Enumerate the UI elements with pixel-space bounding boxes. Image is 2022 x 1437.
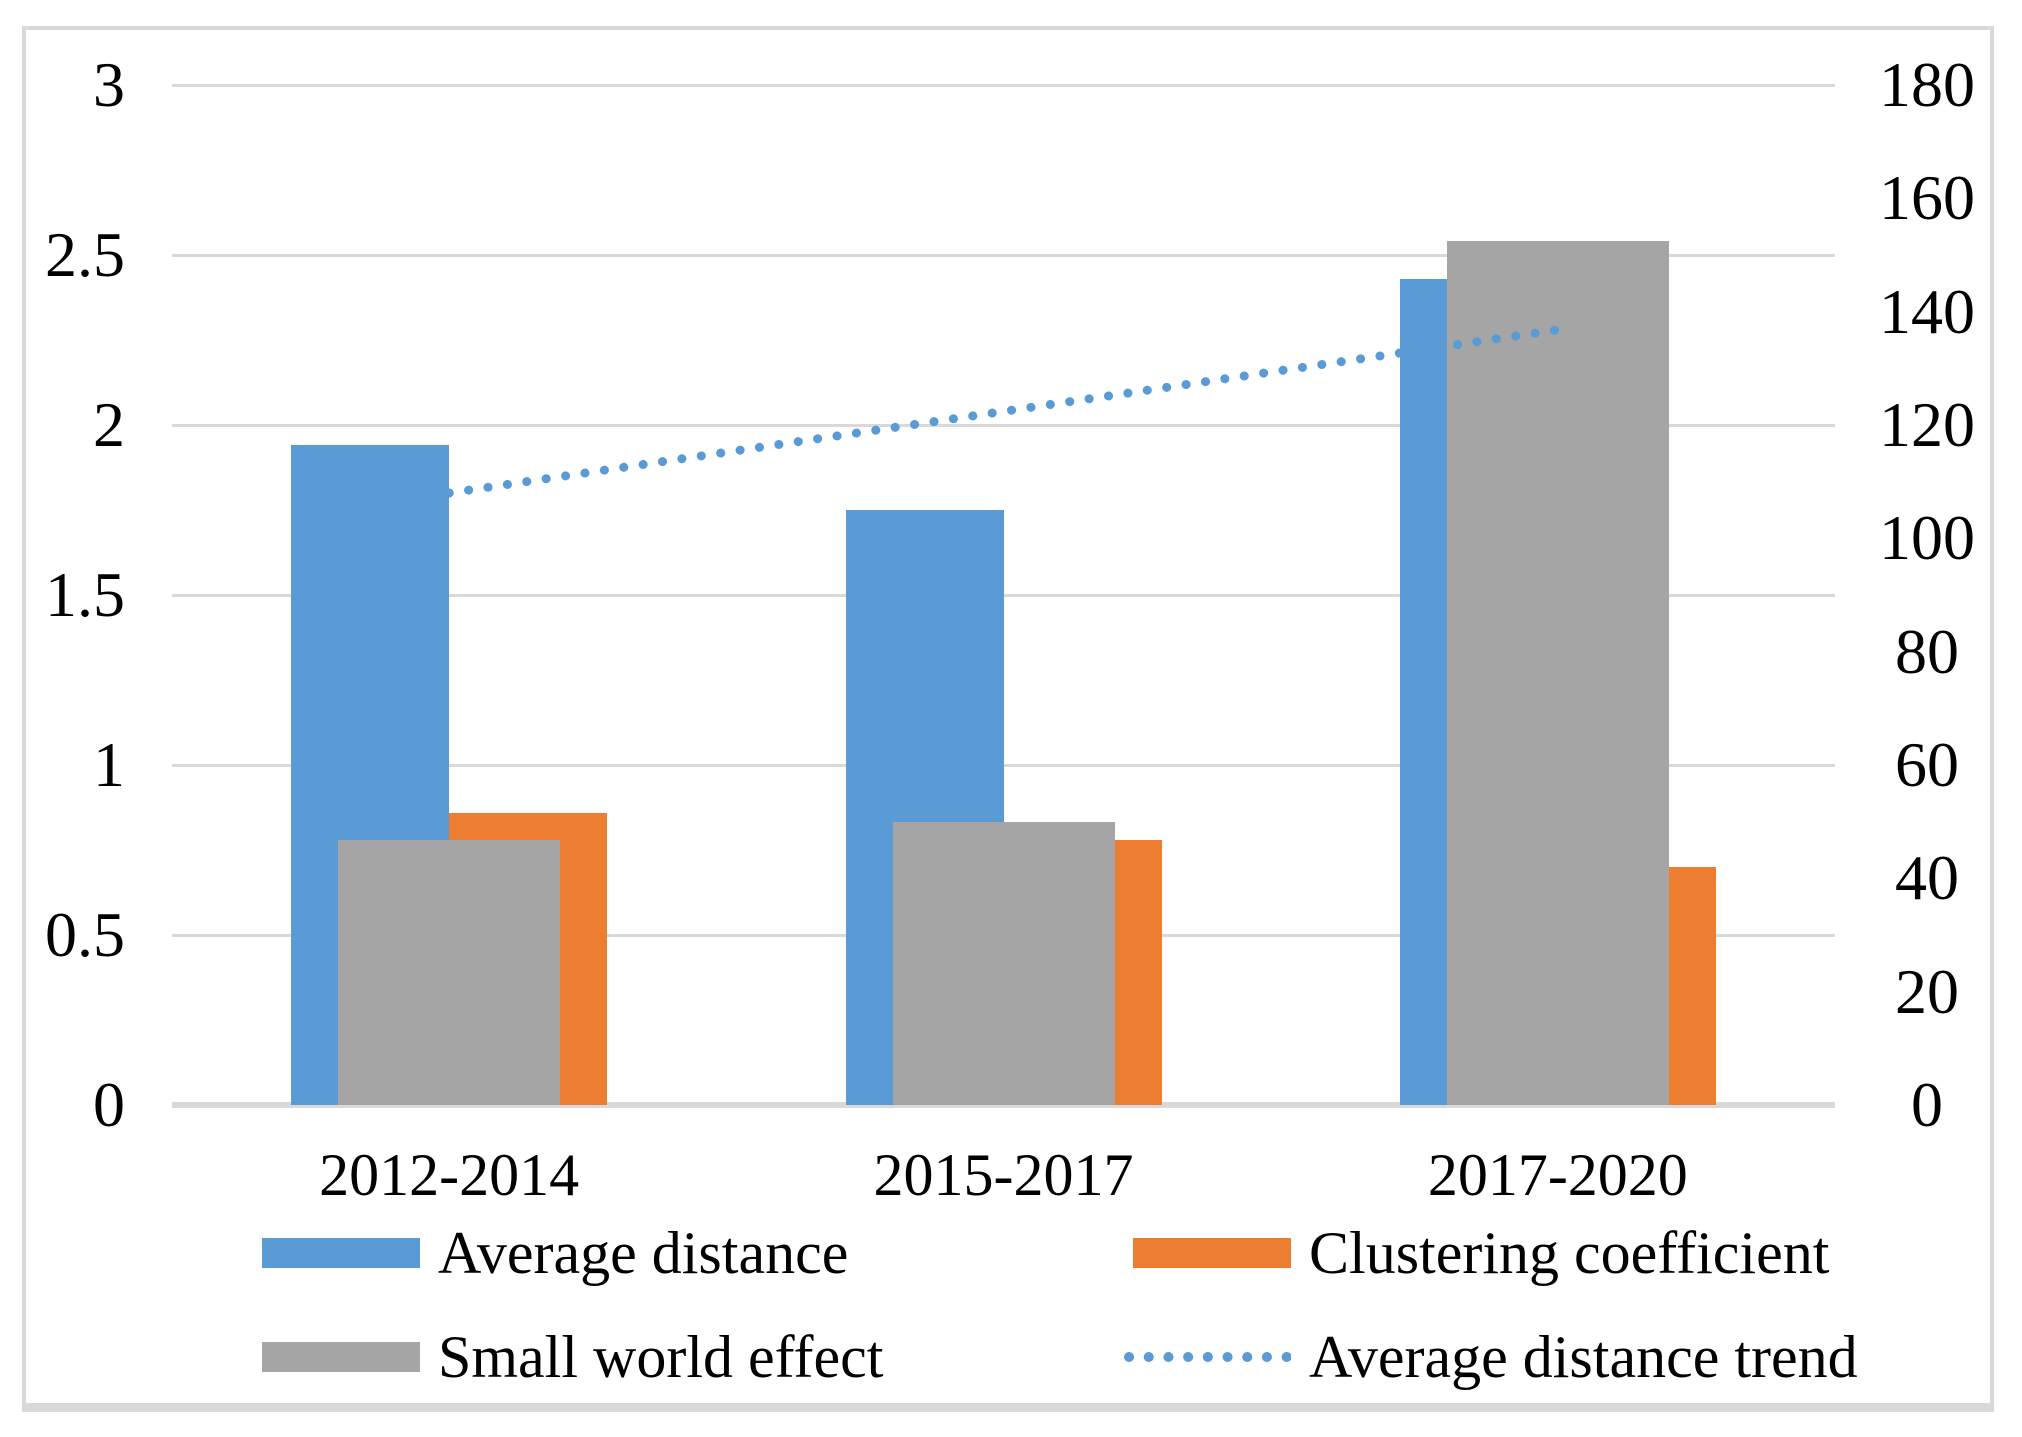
left-axis-tick: 2.5 — [45, 219, 125, 290]
gridline — [172, 84, 1835, 87]
gridline — [172, 594, 1835, 597]
legend-item-small-world-effect: Small world effect — [262, 1325, 883, 1389]
left-axis-tick: 1.5 — [45, 559, 125, 630]
right-axis-tick: 20 — [1895, 955, 1959, 1027]
legend-label-average-distance: Average distance — [438, 1220, 849, 1286]
bar-small-world-effect — [1446, 240, 1669, 1105]
legend-label-clustering-coefficient: Clustering coefficient — [1309, 1220, 1830, 1286]
gridline — [172, 764, 1835, 767]
right-axis-tick: 140 — [1879, 275, 1975, 347]
legend-swatch-clustering-coefficient — [1133, 1238, 1291, 1268]
legend-swatch-average-distance — [262, 1238, 420, 1268]
legend-item-clustering-coefficient: Clustering coefficient — [1133, 1221, 1829, 1285]
gridline — [172, 254, 1835, 257]
left-axis-tick: 2 — [93, 389, 125, 460]
right-axis-tick: 100 — [1879, 502, 1975, 574]
left-axis-tick: 0 — [93, 1069, 125, 1140]
right-axis-tick: 0 — [1911, 1069, 1943, 1140]
legend-label-average-distance-trend: Average distance trend — [1309, 1324, 1858, 1390]
category-label: 2015-2017 — [873, 1142, 1134, 1208]
bar-small-world-effect — [338, 839, 561, 1105]
category-label: 2012-2014 — [319, 1142, 580, 1208]
legend-swatch-small-world-effect — [262, 1342, 420, 1372]
left-axis-tick: 0.5 — [45, 899, 125, 970]
legend-item-average-distance: Average distance — [262, 1221, 848, 1285]
legend-dotted-line-marker — [1124, 1352, 1291, 1362]
bar-small-world-effect — [892, 821, 1115, 1105]
left-axis-tick: 1 — [93, 729, 125, 800]
legend-item-average-distance-trend: Average distance trend — [1123, 1325, 1858, 1389]
right-axis-tick: 60 — [1895, 729, 1959, 800]
left-axis-tick: 3 — [93, 49, 125, 120]
right-axis-tick: 120 — [1879, 389, 1975, 460]
right-axis-tick: 180 — [1879, 49, 1975, 120]
legend-label-small-world-effect: Small world effect — [438, 1324, 884, 1390]
right-axis-tick: 40 — [1895, 842, 1959, 914]
right-axis-tick: 80 — [1895, 615, 1959, 687]
category-label: 2017-2020 — [1427, 1142, 1688, 1208]
x-axis-baseline — [172, 1102, 1835, 1108]
right-axis-tick: 160 — [1879, 162, 1975, 234]
average-distance-trend-line — [444, 325, 1563, 498]
